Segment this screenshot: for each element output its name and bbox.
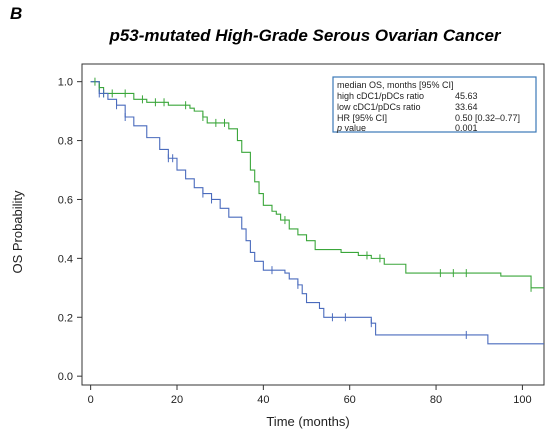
legend-border	[332, 76, 537, 133]
x-axis-label: Time (months)	[266, 414, 349, 429]
legend-label-p-italic: p	[336, 123, 342, 133]
legend-value-low: 33.64	[455, 102, 478, 112]
y-axis-label: OS Probability	[10, 190, 25, 274]
legend-label-p-rest: value	[342, 123, 366, 133]
legend-value-high: 45.63	[455, 91, 478, 101]
plot-frame	[81, 63, 545, 386]
legend-value-p: 0.001	[455, 123, 478, 133]
legend-label-p: p value	[336, 123, 366, 133]
legend-label-hr: HR [95% CI]	[337, 113, 387, 123]
legend-header: median OS, months [95% CI]	[337, 80, 454, 90]
legend-box: median OS, months [95% CI] high cDC1/pDC…	[332, 76, 537, 133]
x-tick-label: 80	[430, 394, 442, 406]
survival-curves	[90, 81, 544, 345]
x-tick-label: 40	[257, 394, 269, 406]
y-tick-label: 0.8	[58, 136, 73, 148]
panel-label: B	[10, 4, 23, 23]
censor-marks	[94, 77, 532, 339]
x-tick-label: 100	[513, 394, 531, 406]
y-tick-label: 0.2	[58, 312, 73, 324]
y-tick-label: 1.0	[58, 77, 73, 89]
legend-label-high: high cDC1/pDCs ratio	[337, 91, 424, 101]
series-line-high	[90, 81, 544, 289]
series-line-low	[90, 81, 544, 345]
x-tick-label: 60	[344, 394, 356, 406]
chart-title: p53-mutated High-Grade Serous Ovarian Ca…	[109, 26, 501, 45]
x-tick-label: 20	[171, 394, 183, 406]
y-tick-label: 0.0	[58, 371, 73, 383]
y-tick-label: 0.6	[58, 194, 73, 206]
legend-label-low: low cDC1/pDCs ratio	[337, 102, 421, 112]
axes: 0 20 40 60 80 100 0.0 0.2 0.4 0.6 0.8 1.0	[58, 63, 545, 406]
x-tick-label: 0	[88, 394, 94, 406]
y-tick-label: 0.4	[58, 253, 73, 265]
legend-value-hr: 0.50 [0.32–0.77]	[455, 113, 520, 123]
